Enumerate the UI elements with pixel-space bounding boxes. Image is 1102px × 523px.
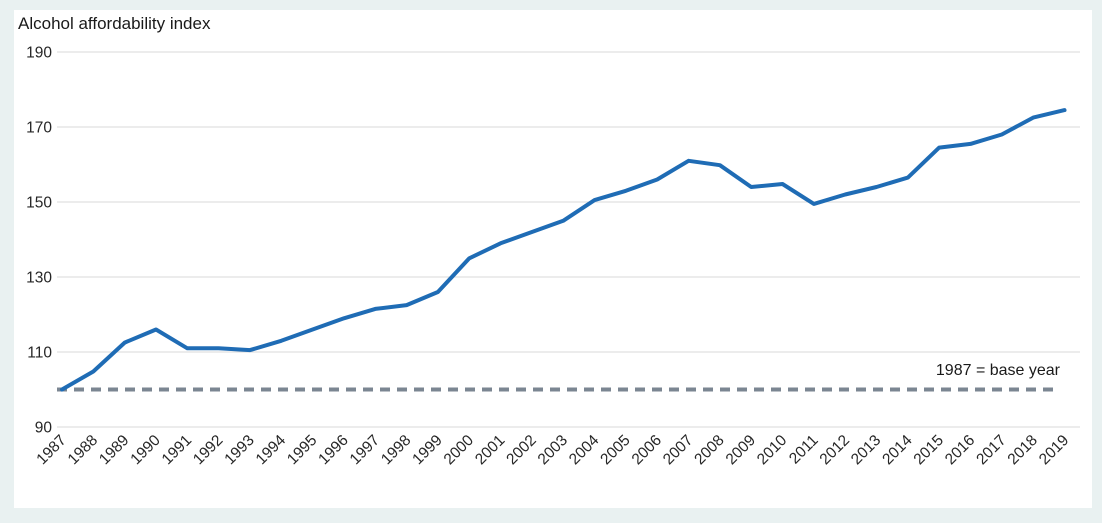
y-tick-label: 130 <box>26 270 52 287</box>
y-tick-label: 110 <box>27 345 52 362</box>
chart-panel: Alcohol affordability index 90 110 130 150 1… <box>14 10 1092 508</box>
x-tick-label: 2006 <box>629 432 665 468</box>
x-tick-label: 2016 <box>942 432 978 468</box>
x-tick-label: 1990 <box>127 432 164 469</box>
x-tick-label: 1991 <box>159 432 195 468</box>
x-tick-label: 2010 <box>754 432 791 469</box>
x-tick-label: 2005 <box>597 432 633 468</box>
x-tick-label: 1997 <box>347 432 383 468</box>
chart-title: Alcohol affordability index <box>18 14 211 33</box>
x-tick-label: 2012 <box>817 432 853 468</box>
x-tick-label: 1988 <box>65 432 101 468</box>
x-tick-label: 1996 <box>315 432 351 468</box>
baseline-annotation-label: 1987 = base year <box>935 362 1060 379</box>
x-tick-label: 2015 <box>911 432 947 468</box>
x-tick-label: 2000 <box>441 432 478 469</box>
x-tick-label: 2014 <box>879 432 916 469</box>
y-tick-label: 170 <box>26 120 52 137</box>
x-tick-label: 1995 <box>284 432 320 468</box>
x-tick-label: 1999 <box>409 432 445 468</box>
y-tick-label: 150 <box>26 195 52 212</box>
x-tick-label: 1993 <box>221 432 257 468</box>
x-tick-label: 2011 <box>786 432 822 468</box>
x-tick-label: 1987 <box>33 432 69 468</box>
y-tick-label: 190 <box>26 45 52 62</box>
x-tick-label: 1989 <box>96 432 132 468</box>
y-tick-label: 90 <box>35 420 53 437</box>
data-series-line <box>60 108 1067 392</box>
x-tick-label: 1994 <box>253 432 290 469</box>
x-tick-label: 2009 <box>723 432 759 468</box>
line-chart: 9011013015017019019871988198919901991199… <box>26 45 1080 469</box>
x-tick-label: 2004 <box>566 432 603 469</box>
x-tick-label: 2017 <box>973 432 1009 468</box>
x-tick-label: 2001 <box>472 432 508 468</box>
x-tick-label: 2008 <box>691 432 727 468</box>
x-tick-label: 1998 <box>378 432 414 468</box>
x-tick-label: 2018 <box>1005 432 1041 468</box>
x-tick-label: 2003 <box>535 432 571 468</box>
x-tick-label: 2013 <box>848 432 884 468</box>
x-tick-label: 1992 <box>190 432 226 468</box>
x-tick-label: 2019 <box>1036 432 1072 468</box>
x-tick-label: 2007 <box>660 432 696 468</box>
x-tick-label: 2002 <box>503 432 539 468</box>
